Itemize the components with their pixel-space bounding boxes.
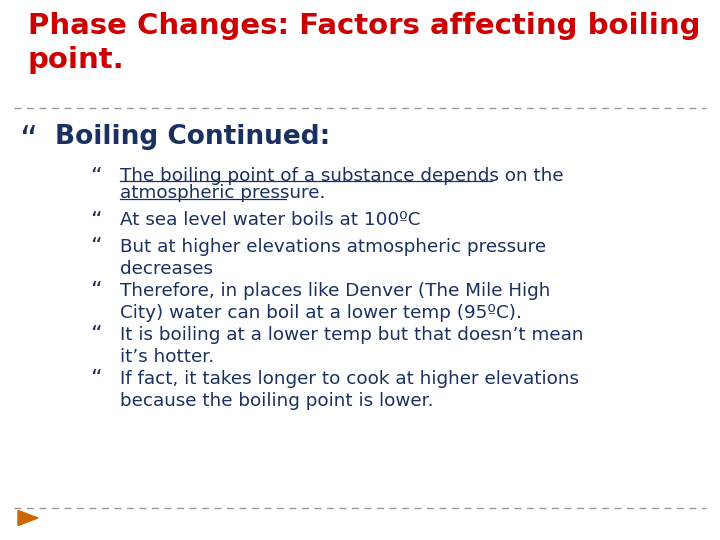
Text: “: “ [20, 124, 38, 158]
Text: “: “ [90, 167, 102, 187]
Text: At sea level water boils at 100ºC: At sea level water boils at 100ºC [120, 211, 420, 229]
Text: Phase Changes: Factors affecting boiling
point.: Phase Changes: Factors affecting boiling… [28, 12, 701, 73]
Text: “: “ [90, 238, 102, 258]
Text: If fact, it takes longer to cook at higher elevations
because the boiling point : If fact, it takes longer to cook at high… [120, 369, 579, 410]
Text: Therefore, in places like Denver (The Mile High
City) water can boil at a lower : Therefore, in places like Denver (The Mi… [120, 281, 550, 322]
Polygon shape [18, 510, 38, 525]
Text: The boiling point of a substance depends on the: The boiling point of a substance depends… [120, 167, 564, 185]
Text: It is boiling at a lower temp but that doesn’t mean
it’s hotter.: It is boiling at a lower temp but that d… [120, 326, 583, 367]
Text: But at higher elevations atmospheric pressure
decreases: But at higher elevations atmospheric pre… [120, 238, 546, 279]
Text: atmospheric pressure.: atmospheric pressure. [120, 185, 325, 202]
Text: “: “ [90, 326, 102, 346]
Text: Boiling Continued:: Boiling Continued: [55, 124, 330, 150]
Text: “: “ [90, 281, 102, 301]
Text: “: “ [90, 211, 102, 231]
Text: “: “ [90, 369, 102, 389]
